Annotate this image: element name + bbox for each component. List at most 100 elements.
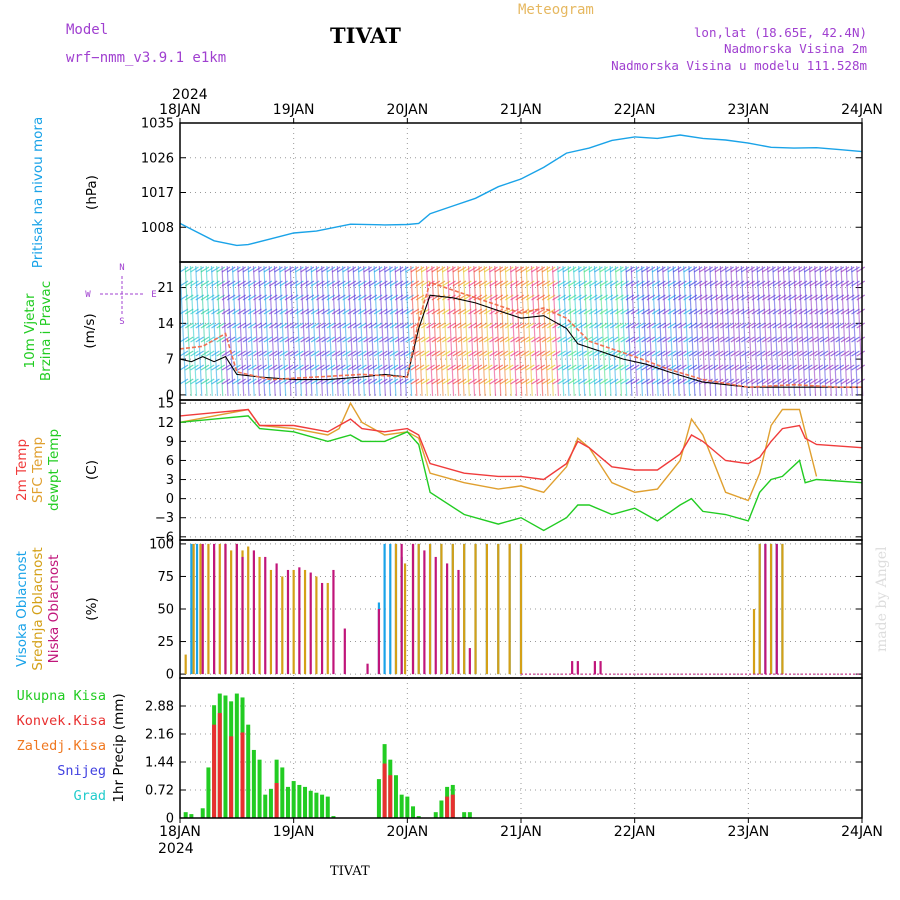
wind-barb	[352, 308, 362, 315]
wind-barb	[478, 265, 486, 397]
bar-high	[383, 543, 386, 675]
wind-barb	[546, 336, 556, 343]
wind-barb	[436, 322, 446, 329]
wind-barb	[641, 308, 650, 315]
wind-barb	[226, 378, 236, 385]
wind-barb	[672, 364, 682, 371]
ytick-label: 0	[166, 668, 174, 683]
bar-total	[303, 786, 308, 818]
wind-barb	[567, 308, 577, 315]
wind-barb	[583, 378, 593, 385]
wind-barb	[525, 336, 535, 343]
bar-total	[393, 775, 398, 818]
wind-barb	[845, 266, 855, 273]
wind-barb	[373, 336, 383, 343]
wind-barb	[389, 280, 399, 287]
wind-barb	[247, 266, 257, 273]
wind-barb	[604, 378, 614, 385]
wind-barb	[851, 280, 860, 287]
wind-barb	[662, 364, 671, 371]
wind-barb	[515, 336, 525, 343]
wind-barb	[767, 336, 776, 343]
wind-barb	[415, 350, 425, 357]
wind-barb	[379, 266, 388, 273]
wind-barb	[384, 336, 393, 343]
panel-temperature: −6 −3 0 3 6 9 12 15 2m Temp SFC Temp dewpt Temp (C)	[14, 397, 863, 545]
wind-barb	[499, 280, 509, 287]
wind-barb	[305, 364, 315, 371]
wind-barb	[788, 350, 797, 357]
bar-conv	[450, 794, 455, 818]
bar-total	[399, 794, 404, 818]
wind-barb	[572, 265, 581, 397]
wind-barb	[504, 265, 512, 397]
wind-barb	[237, 378, 246, 385]
xtick-bottom: 23JAN	[727, 824, 769, 840]
bar-total	[314, 792, 319, 818]
ytick-label: 50	[157, 603, 174, 618]
bar-mid	[451, 543, 454, 675]
bar-total	[257, 759, 262, 818]
wind-barb	[368, 378, 378, 385]
meteogram-label: Meteogram	[518, 2, 594, 18]
wind-barb	[562, 336, 572, 343]
wind-barb	[583, 350, 593, 357]
wind-barb	[788, 378, 797, 385]
wind-barb	[295, 322, 304, 329]
wind-barb	[415, 280, 425, 287]
wind-barb	[331, 322, 341, 329]
wind-barb	[200, 364, 210, 371]
wind-barb	[835, 280, 845, 287]
wind-barb	[452, 308, 462, 315]
wind-barb	[405, 336, 414, 343]
wind-barb	[808, 265, 817, 397]
wind-barb	[337, 378, 346, 385]
wind-barb	[562, 364, 572, 371]
wind-barb	[510, 280, 519, 287]
wind-barb	[326, 308, 336, 315]
bar-mid	[269, 569, 273, 675]
wind-barb	[830, 336, 839, 343]
wind-barb	[226, 280, 236, 287]
ytick-label: 2.88	[145, 700, 174, 715]
compass-e: E	[151, 290, 156, 300]
wind-barb	[830, 350, 839, 357]
wind-barb	[489, 322, 498, 329]
wind-barb	[205, 280, 215, 287]
wind-barb	[599, 364, 608, 371]
wind-barb	[237, 322, 246, 329]
wind-barb	[719, 265, 727, 397]
wind-barb	[221, 280, 231, 287]
bar-total	[206, 767, 211, 818]
wind-barb	[463, 266, 472, 273]
wind-barb	[253, 378, 262, 385]
wind-barb	[326, 266, 336, 273]
wind-barb	[730, 336, 740, 343]
wind-barb	[274, 378, 283, 385]
wind-barb	[604, 322, 614, 329]
wind-barb	[751, 280, 761, 287]
wind-barb	[814, 265, 822, 397]
wind-barb	[405, 378, 414, 385]
wind-barb	[562, 265, 570, 397]
wind-barb	[379, 322, 388, 329]
wind-barb	[284, 364, 294, 371]
wind-barb	[252, 265, 261, 397]
wind-barb	[824, 266, 834, 273]
wind-barb	[195, 378, 205, 385]
wind-barb	[699, 336, 708, 343]
wind-barb	[751, 266, 761, 273]
wind-barb	[735, 364, 745, 371]
wind-barb	[195, 336, 205, 343]
wind-barb	[615, 322, 624, 329]
wind-barb	[457, 336, 467, 343]
wind-barb	[557, 280, 567, 287]
bar-total	[439, 800, 444, 818]
wind-barb	[636, 378, 645, 385]
wind-barb	[609, 266, 619, 273]
wind-barb	[756, 364, 766, 371]
wind-barb	[473, 364, 483, 371]
wind-barb	[205, 378, 215, 385]
wind-barb	[525, 280, 535, 287]
wind-barb	[824, 336, 834, 343]
